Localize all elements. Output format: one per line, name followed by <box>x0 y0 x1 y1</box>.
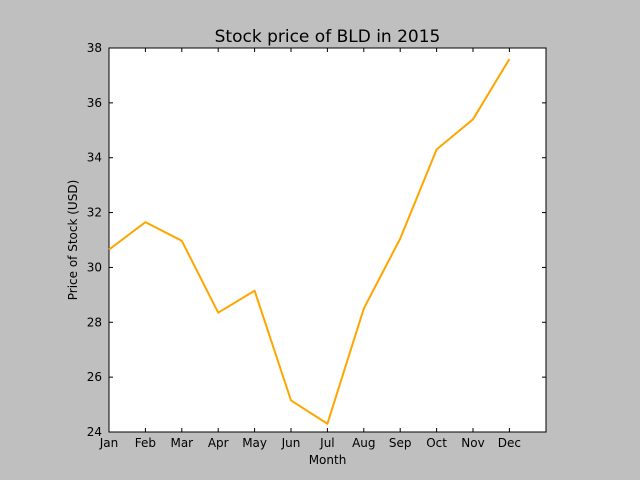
x-tick-label: Feb <box>135 436 156 450</box>
x-tick-label: Aug <box>352 436 375 450</box>
y-tick-label: 34 <box>87 151 102 165</box>
y-axis-label: Price of Stock (USD) <box>66 180 80 301</box>
y-tick-label: 24 <box>87 425 102 439</box>
ticks-layer <box>108 47 546 433</box>
series-line <box>108 58 511 425</box>
x-tick-label: Jan <box>99 436 119 450</box>
x-tick-label: Nov <box>461 436 484 450</box>
y-tick-label: 32 <box>87 206 102 220</box>
x-tick-label: Sep <box>389 436 412 450</box>
x-tick-label: Jun <box>281 436 301 450</box>
x-tick-label: Jul <box>319 436 334 450</box>
x-tick-label: Dec <box>498 436 521 450</box>
y-tick-label: 36 <box>87 96 102 110</box>
y-tick-label: 30 <box>87 260 102 274</box>
y-tick-label: 38 <box>87 41 102 55</box>
x-axis-label: Month <box>309 453 347 467</box>
x-tick-label: May <box>242 436 267 450</box>
labels-layer: 24 26 28 30 32 34 36 38 Jan Feb Mar Apr May Jun Jul Aug… <box>87 41 521 450</box>
chart-title: Stock price of BLD in 2015 <box>215 27 441 47</box>
x-tick-label: Mar <box>170 436 193 450</box>
x-tick-label: Apr <box>208 436 229 450</box>
series-layer <box>108 58 511 425</box>
x-tick-label: Oct <box>426 436 447 450</box>
y-tick-label: 26 <box>87 370 102 384</box>
y-tick-label: 28 <box>87 315 102 329</box>
